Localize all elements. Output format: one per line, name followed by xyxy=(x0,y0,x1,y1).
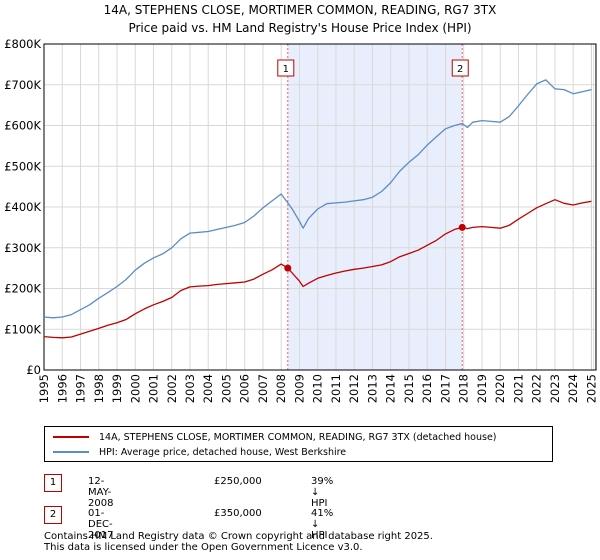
x-tick-label: 2013 xyxy=(365,374,379,403)
chart-title: 14A, STEPHENS CLOSE, MORTIMER COMMON, RE… xyxy=(104,3,497,17)
transaction-price: £250,000 xyxy=(214,476,262,487)
x-tick-label: 2008 xyxy=(274,374,288,403)
y-tick-label: £100K xyxy=(4,322,41,336)
x-tick-label: 2017 xyxy=(438,374,452,403)
y-tick-label: £500K xyxy=(4,159,41,173)
transaction-price: £350,000 xyxy=(214,508,262,519)
x-tick-label: 1996 xyxy=(55,374,69,403)
sale-point xyxy=(458,223,466,231)
x-tick-label: 2011 xyxy=(329,374,343,403)
plot-area: £0 £100K £200K £300K £400K £500K £600K £700K £80… xyxy=(4,37,598,403)
sale-annotation-label: 1 xyxy=(283,64,289,75)
chart-subtitle: Price paid vs. HM Land Registry's House … xyxy=(128,21,471,35)
x-tick-label: 2004 xyxy=(201,374,215,403)
x-tick-label: 2020 xyxy=(493,374,507,403)
sale-annotation-label: 2 xyxy=(457,64,463,75)
x-tick-label: 2015 xyxy=(402,374,416,403)
x-tick-label: 2003 xyxy=(183,374,197,403)
x-tick-label: 2000 xyxy=(128,374,142,403)
legend-item-property: 14A, STEPHENS CLOSE, MORTIMER COMMON, RE… xyxy=(53,430,497,444)
x-tick-label: 2024 xyxy=(566,374,580,403)
plot-frame xyxy=(43,43,597,371)
x-tick-label: 2009 xyxy=(292,374,306,403)
transaction-hpi-delta: 41% ↓ HPI xyxy=(311,508,334,541)
y-tick-label: £300K xyxy=(4,241,41,255)
legend: 14A, STEPHENS CLOSE, MORTIMER COMMON, RE… xyxy=(44,426,553,462)
x-tick-label: 2023 xyxy=(548,374,562,403)
x-tick-label: 1997 xyxy=(74,374,88,403)
x-tick-label: 2006 xyxy=(238,374,252,403)
transaction-hpi-delta: 39% ↓ HPI xyxy=(311,476,334,509)
footer-line-licence: This data is licensed under the Open Gov… xyxy=(44,542,363,553)
x-tick-label: 2019 xyxy=(475,374,489,403)
sale-point xyxy=(284,264,292,272)
footer-line-copyright: Contains HM Land Registry data © Crown c… xyxy=(44,531,433,542)
legend-swatch-property xyxy=(53,436,89,438)
x-tick-label: 2021 xyxy=(511,374,525,403)
x-tick-label: 1998 xyxy=(92,374,106,403)
x-tick-label: 2007 xyxy=(256,374,270,403)
series-line-hpi xyxy=(43,79,592,319)
transaction-date: 01-DEC-2017 xyxy=(88,508,114,541)
sale-annotation-box xyxy=(451,59,469,77)
x-tick-label: 2016 xyxy=(420,374,434,403)
sale-annotation-box xyxy=(277,59,295,77)
series-line-property xyxy=(43,199,592,339)
x-tick-label: 2005 xyxy=(220,374,234,403)
legend-label-hpi: HPI: Average price, detached house, West… xyxy=(99,446,347,458)
price-chart: 14A, STEPHENS CLOSE, MORTIMER COMMON, RE… xyxy=(4,3,598,403)
y-tick-label: £200K xyxy=(4,282,41,296)
x-tick-label: 2002 xyxy=(165,374,179,403)
x-tick-label: 2012 xyxy=(347,374,361,403)
y-tick-label: £400K xyxy=(4,200,41,214)
x-tick-label: 2001 xyxy=(147,374,161,403)
y-tick-label: £600K xyxy=(4,119,41,133)
legend-label-property: 14A, STEPHENS CLOSE, MORTIMER COMMON, RE… xyxy=(99,431,497,443)
x-tick-label: 2018 xyxy=(457,374,471,403)
x-tick-label: 2010 xyxy=(311,374,325,403)
x-tick-label: 1995 xyxy=(37,374,51,403)
x-tick-label: 2014 xyxy=(384,374,398,403)
legend-item-hpi: HPI: Average price, detached house, West… xyxy=(53,445,346,459)
y-tick-label: £0 xyxy=(26,363,41,377)
transaction-badge: 1 xyxy=(44,474,62,492)
footer-attribution: Contains HM Land Registry data © Crown c… xyxy=(44,531,433,553)
y-tick-label: £700K xyxy=(4,78,41,92)
legend-swatch-hpi xyxy=(53,451,89,453)
x-tick-label: 1999 xyxy=(110,374,124,403)
x-tick-label: 2025 xyxy=(584,374,598,403)
transaction-date: 12-MAY-2008 xyxy=(88,476,114,509)
transaction-badge: 2 xyxy=(44,506,62,524)
x-tick-label: 2022 xyxy=(530,374,544,403)
y-tick-label: £800K xyxy=(4,37,41,51)
